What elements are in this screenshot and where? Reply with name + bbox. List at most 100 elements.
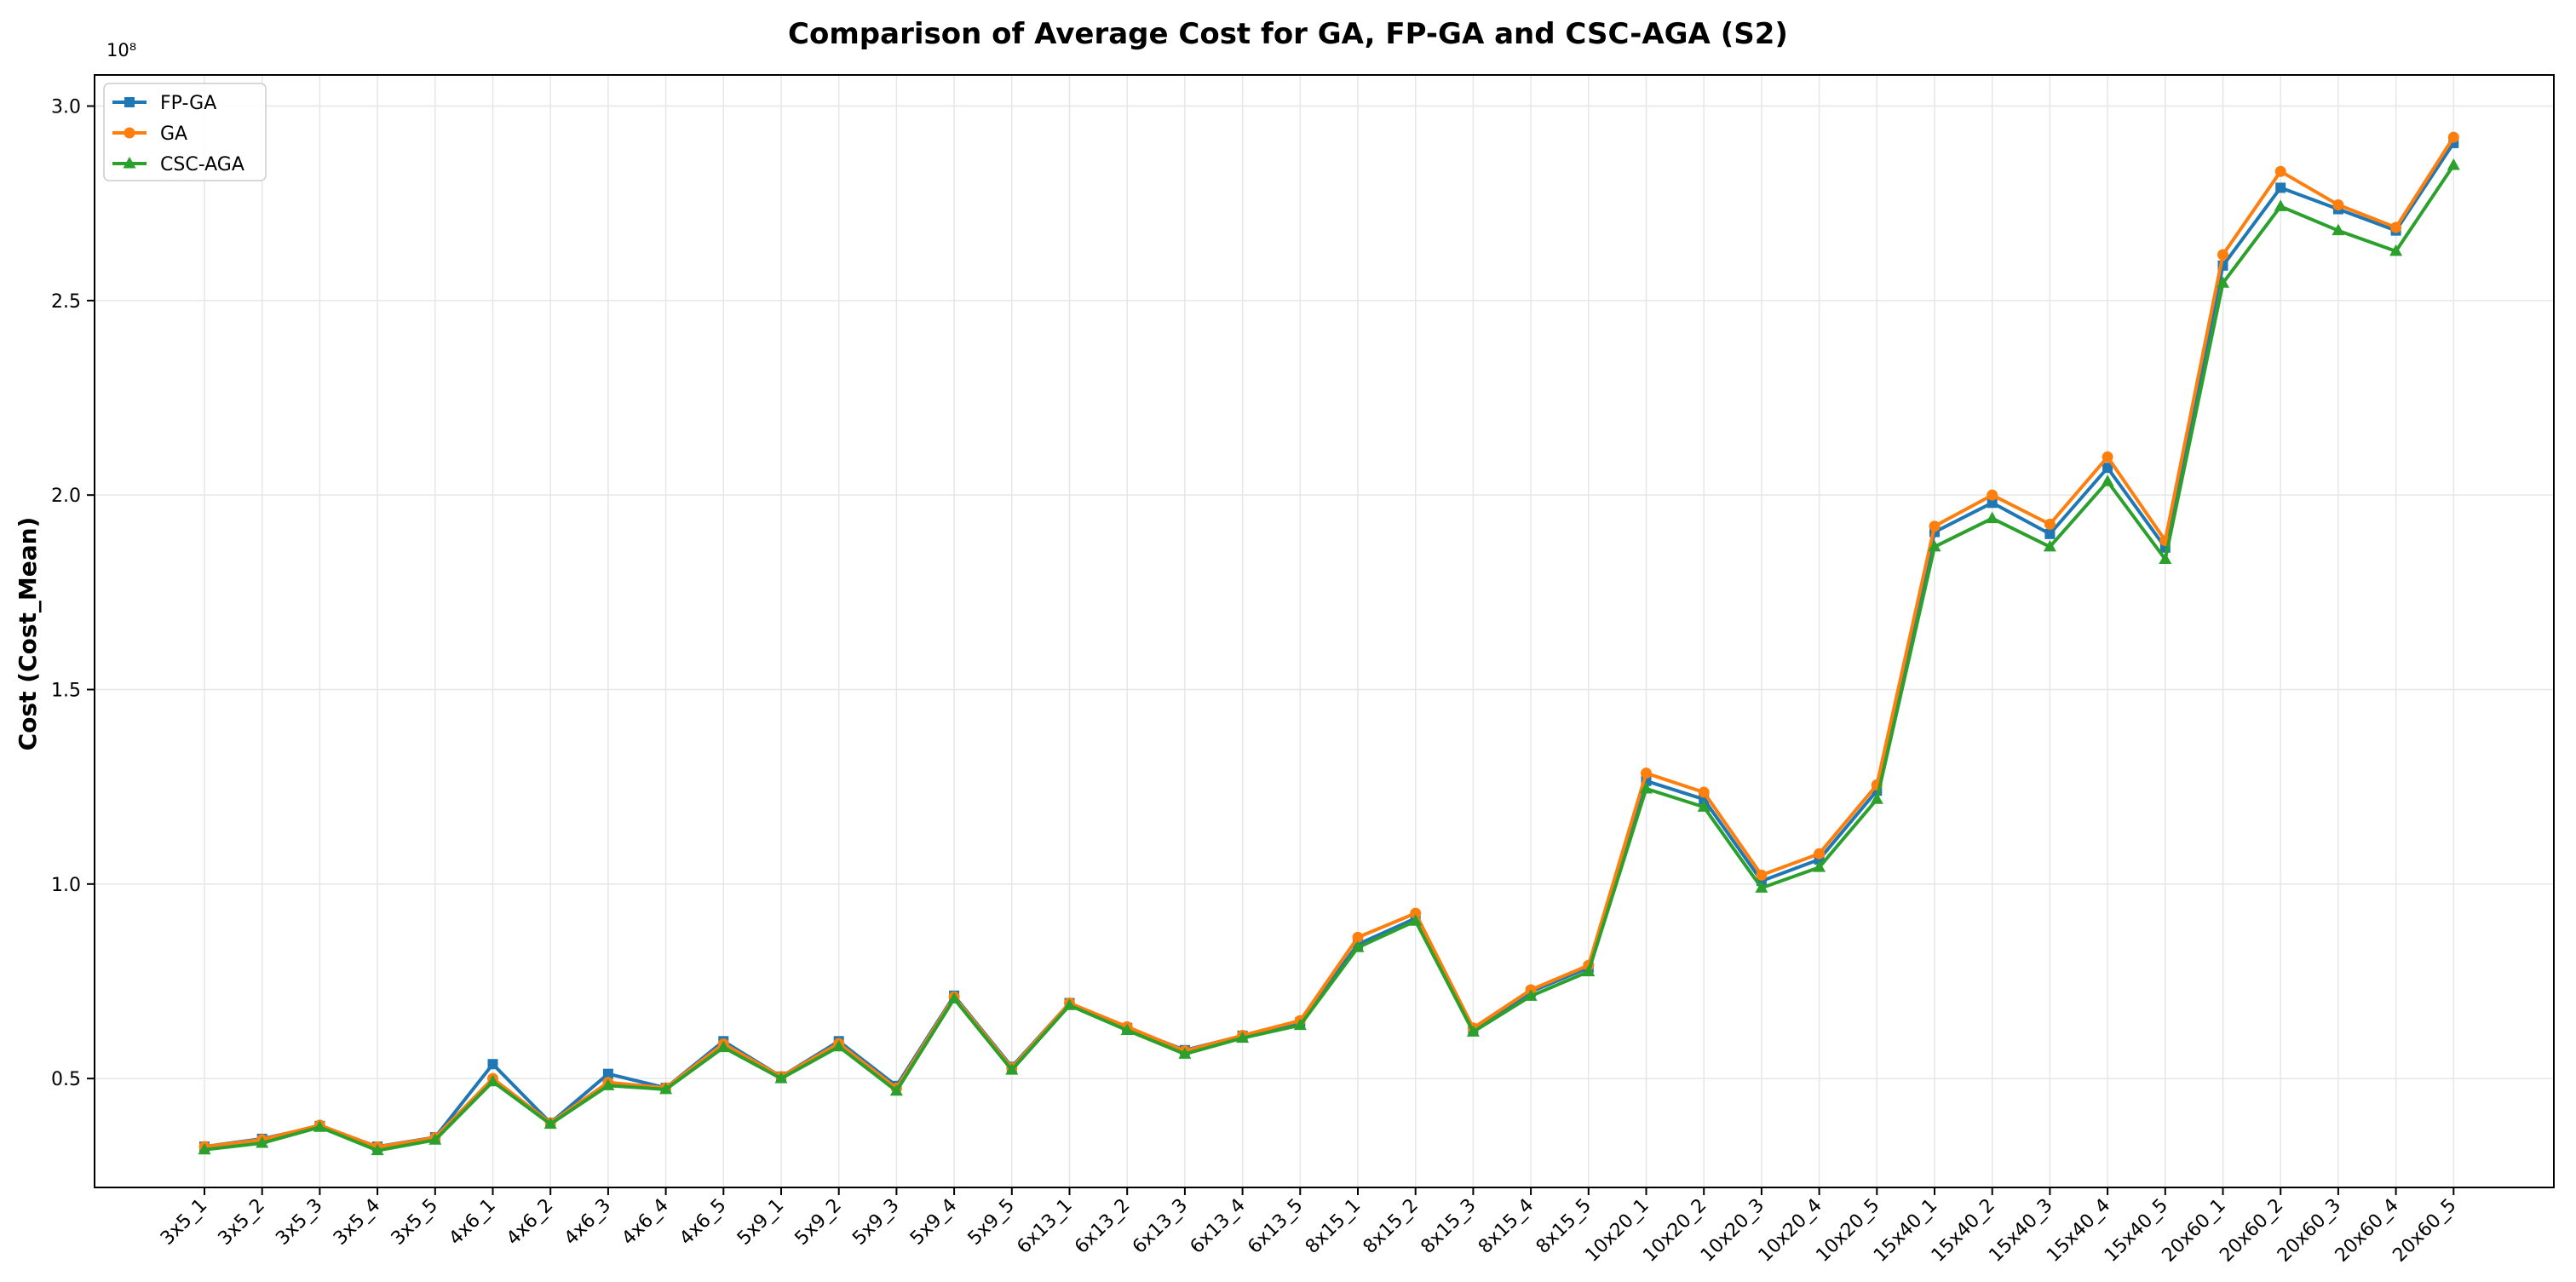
data-point: [486, 1074, 499, 1087]
data-point: [889, 1084, 903, 1096]
data-point: [832, 1039, 846, 1052]
x-tick-label: 8x15_1: [1302, 1195, 1365, 1258]
data-point: [543, 1117, 557, 1130]
x-tick-label: 3x5_1: [157, 1195, 211, 1250]
data-point: [198, 1142, 211, 1155]
series-line: [204, 136, 2455, 1149]
gridlines: [95, 75, 2554, 1187]
x-tick-label: 5x9_5: [964, 1195, 1019, 1250]
data-point: [1756, 869, 1768, 881]
data-point: [1120, 1023, 1134, 1036]
series-csc-aga: [198, 158, 2460, 1156]
legend-item: FP-GA: [112, 93, 216, 114]
x-tick-label: 8x15_3: [1417, 1195, 1480, 1258]
x-tick-label: 4x6_3: [561, 1195, 615, 1250]
data-point: [2275, 182, 2286, 193]
data-point: [602, 1068, 613, 1079]
x-tick-label: 4x6_1: [445, 1195, 499, 1250]
y-tick-label: 1.5: [51, 680, 81, 701]
x-tick-label: 3x5_3: [272, 1195, 326, 1250]
data-point: [1466, 1025, 1480, 1037]
data-point: [1929, 520, 1941, 532]
x-tick-label: 6x13_1: [1013, 1195, 1076, 1258]
x-tick-label: 3x5_5: [388, 1195, 442, 1250]
y-tick-label: 2.0: [51, 486, 81, 507]
data-point: [2389, 244, 2403, 256]
data-point: [1063, 998, 1076, 1010]
data-point: [1582, 964, 1596, 977]
y-tick-label: 0.5: [51, 1069, 81, 1090]
data-point: [1813, 860, 1826, 872]
data-point: [601, 1078, 615, 1090]
x-tick-label: 5x9_2: [791, 1195, 846, 1250]
x-tick-label: 6x13_3: [1129, 1195, 1192, 1258]
data-point: [1352, 931, 1364, 943]
x-tick-label: 5x9_3: [848, 1195, 903, 1250]
data-point: [1987, 497, 1998, 509]
data-point: [2447, 131, 2459, 143]
data-point: [1755, 881, 1768, 893]
y-tick-label: 2.5: [51, 291, 81, 313]
x-axis-ticks: 3x5_1 3x5_2 3x5_3 3x5_4 3x5_5 4x6_1 4x6_2 4x6_3…: [157, 1187, 2461, 1267]
data-point: [1640, 781, 1653, 794]
legend-label: GA: [160, 124, 187, 145]
data-point: [1236, 1031, 1250, 1043]
legend-label: CSC-AGA: [160, 154, 244, 175]
data-point: [1814, 848, 1826, 859]
data-point: [1870, 792, 1883, 804]
x-tick-label: 4x6_4: [618, 1195, 672, 1250]
legend-label: FP-GA: [160, 93, 216, 114]
x-tick-label: 3x5_4: [330, 1195, 384, 1250]
data-point: [256, 1135, 269, 1148]
data-point: [2217, 249, 2228, 261]
data-point: [2332, 223, 2345, 236]
data-point: [2043, 539, 2056, 552]
series-lines: [198, 131, 2460, 1156]
data-point: [1409, 914, 1423, 926]
series-line: [204, 141, 2455, 1149]
y-axis-label: Cost (Cost_Mean): [14, 517, 42, 751]
data-point: [2217, 276, 2229, 288]
data-point: [428, 1133, 442, 1145]
data-point: [2159, 552, 2172, 565]
data-point: [2274, 199, 2287, 211]
data-point: [2447, 158, 2460, 170]
data-point: [1293, 1018, 1307, 1031]
data-point: [947, 992, 961, 1004]
data-point: [2044, 518, 2056, 530]
legend-box: [103, 83, 267, 181]
legend-marker: [124, 127, 135, 139]
data-point: [1178, 1047, 1192, 1059]
x-tick-label: 8x15_4: [1475, 1195, 1538, 1258]
y-tick-label: 3.0: [51, 97, 81, 118]
series-ga: [198, 131, 2459, 1153]
data-point: [1005, 1063, 1019, 1075]
x-tick-label: 6x13_5: [1244, 1195, 1307, 1258]
data-point: [1524, 989, 1538, 1001]
data-point: [716, 1040, 730, 1053]
data-point: [1986, 511, 1999, 524]
legend-item: CSC-AGA: [112, 154, 244, 175]
series-line: [204, 164, 2455, 1153]
data-point: [2102, 451, 2113, 463]
data-point: [371, 1143, 384, 1156]
data-point: [1698, 786, 1710, 798]
y-scale-label: 10⁸: [106, 40, 136, 60]
chart-title: Comparison of Average Cost for GA, FP-GA…: [788, 17, 1788, 51]
data-point: [2274, 165, 2286, 177]
x-tick-label: 4x6_2: [503, 1195, 557, 1250]
data-point: [2332, 199, 2344, 211]
legend: FP-GA GA CSC-AGA: [103, 83, 267, 181]
data-point: [1641, 767, 1652, 779]
x-tick-label: 20x60_5: [2389, 1195, 2460, 1267]
y-tick-label: 1.0: [51, 875, 81, 896]
data-point: [1987, 489, 1998, 501]
x-tick-label: 4x6_5: [676, 1195, 730, 1250]
x-tick-label: 6x13_2: [1071, 1195, 1134, 1258]
plot-area-frame: [94, 74, 2555, 1188]
data-point: [313, 1120, 326, 1132]
data-point: [1351, 940, 1365, 952]
x-tick-label: 6x13_4: [1187, 1195, 1250, 1258]
data-point: [2101, 474, 2114, 486]
